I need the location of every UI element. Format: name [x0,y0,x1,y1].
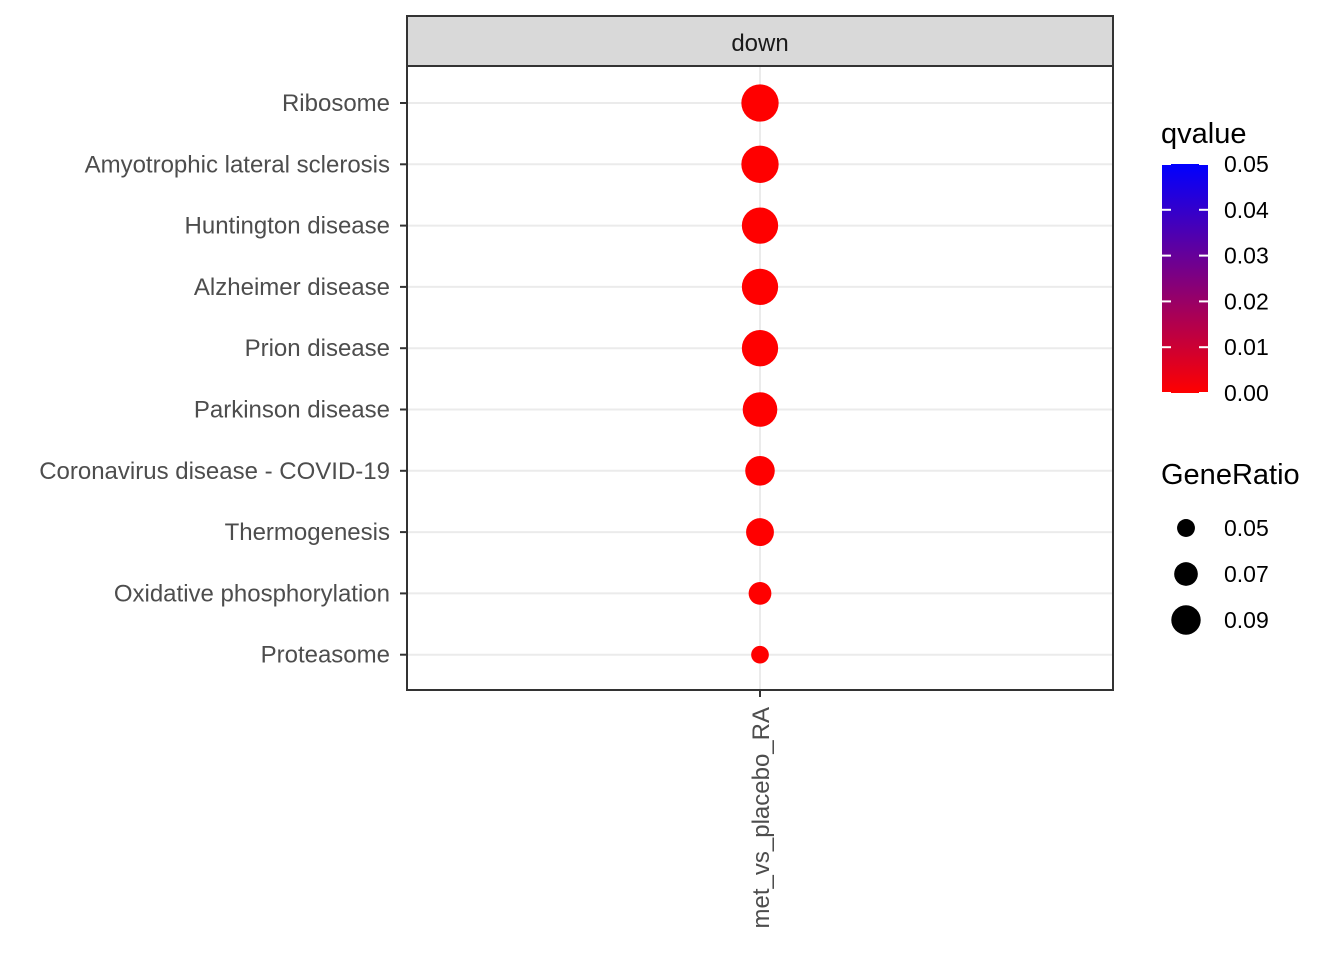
data-point [741,84,779,122]
size-legend-key [1174,562,1198,586]
y-tick-label: Prion disease [245,335,390,362]
x-axis: met_vs_placebo_RA [748,690,775,928]
y-tick-label: Thermogenesis [225,519,390,546]
data-point [748,582,772,605]
generatio-legend-items: 0.05 0.07 0.09 [1171,515,1269,635]
colorbar-label: 0.00 [1224,380,1269,406]
colorbar-label: 0.01 [1224,334,1269,360]
size-legend-label: 0.05 [1224,515,1269,541]
facet-strip [406,15,1114,67]
data-points [741,84,779,664]
y-tick-label: Parkinson disease [194,397,390,424]
qvalue-legend: qvalue 0.05 0.04 0.03 0.02 0.01 0.00 [1161,118,1269,406]
data-point [751,645,769,664]
size-legend-key [1177,519,1195,537]
y-tick-label: Amyotrophic lateral sclerosis [85,151,390,178]
data-point [741,268,779,306]
data-point [741,145,779,183]
data-point [741,207,779,244]
data-point [742,392,778,427]
generatio-legend: GeneRatio 0.05 0.07 0.09 [1161,459,1300,635]
generatio-legend-title: GeneRatio [1161,459,1300,491]
colorbar-label: 0.03 [1224,243,1269,269]
colorbar-label: 0.05 [1224,151,1269,177]
x-tick-label: met_vs_placebo_RA [748,707,775,928]
qvalue-legend-title: qvalue [1161,118,1246,150]
data-point [741,330,779,367]
size-legend-key [1171,605,1201,635]
colorbar-label: 0.04 [1224,197,1269,223]
colorbar-label: 0.02 [1224,288,1269,314]
data-point [745,456,775,486]
qvalue-colorbar [1162,164,1208,393]
y-tick-label: Oxidative phosphorylation [114,580,390,607]
data-point [746,518,774,547]
y-tick-label: Proteasome [261,642,390,669]
y-tick-label: Coronavirus disease - COVID-19 [39,458,390,485]
y-tick-label: Alzheimer disease [194,274,390,301]
qvalue-colorbar-ticks: 0.05 0.04 0.03 0.02 0.01 0.00 [1162,151,1269,406]
y-tick-label: Huntington disease [185,213,390,240]
size-legend-label: 0.09 [1224,607,1269,633]
facet-strip-label: down [731,30,788,57]
y-axis: Ribosome Amyotrophic lateral sclerosis Hun… [39,90,407,669]
y-tick-label: Ribosome [282,90,390,117]
size-legend-label: 0.07 [1224,561,1269,587]
